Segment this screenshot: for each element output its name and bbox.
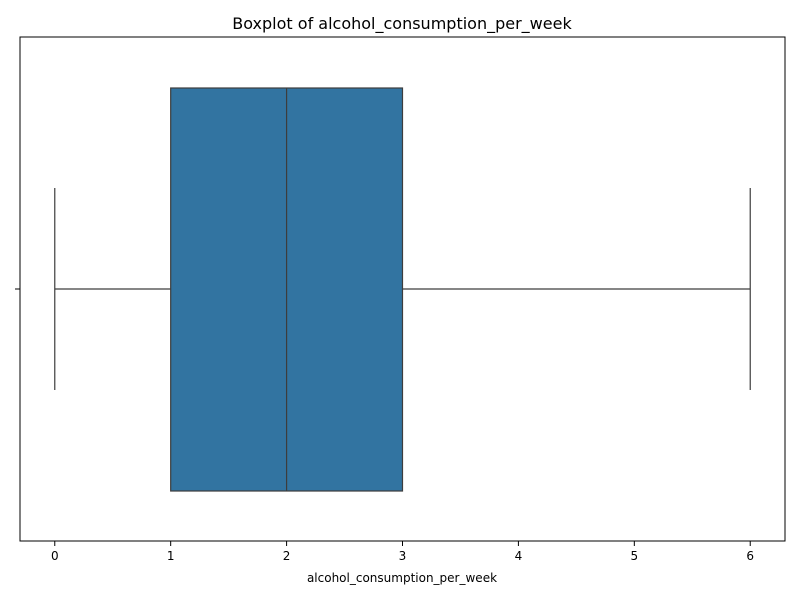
x-axis-ticks: 0 1 2 3 4 5 6 <box>51 541 754 563</box>
x-tick-label: 2 <box>283 549 291 563</box>
chart-title: Boxplot of alcohol_consumption_per_week <box>232 14 572 34</box>
x-axis-label: alcohol_consumption_per_week <box>307 571 497 585</box>
x-tick-label: 1 <box>167 549 175 563</box>
x-tick-label: 6 <box>746 549 754 563</box>
plot-area <box>54 87 751 492</box>
x-tick-label: 5 <box>630 549 638 563</box>
x-tick-label: 0 <box>51 549 59 563</box>
x-tick-label: 4 <box>515 549 523 563</box>
x-tick-label: 3 <box>399 549 407 563</box>
